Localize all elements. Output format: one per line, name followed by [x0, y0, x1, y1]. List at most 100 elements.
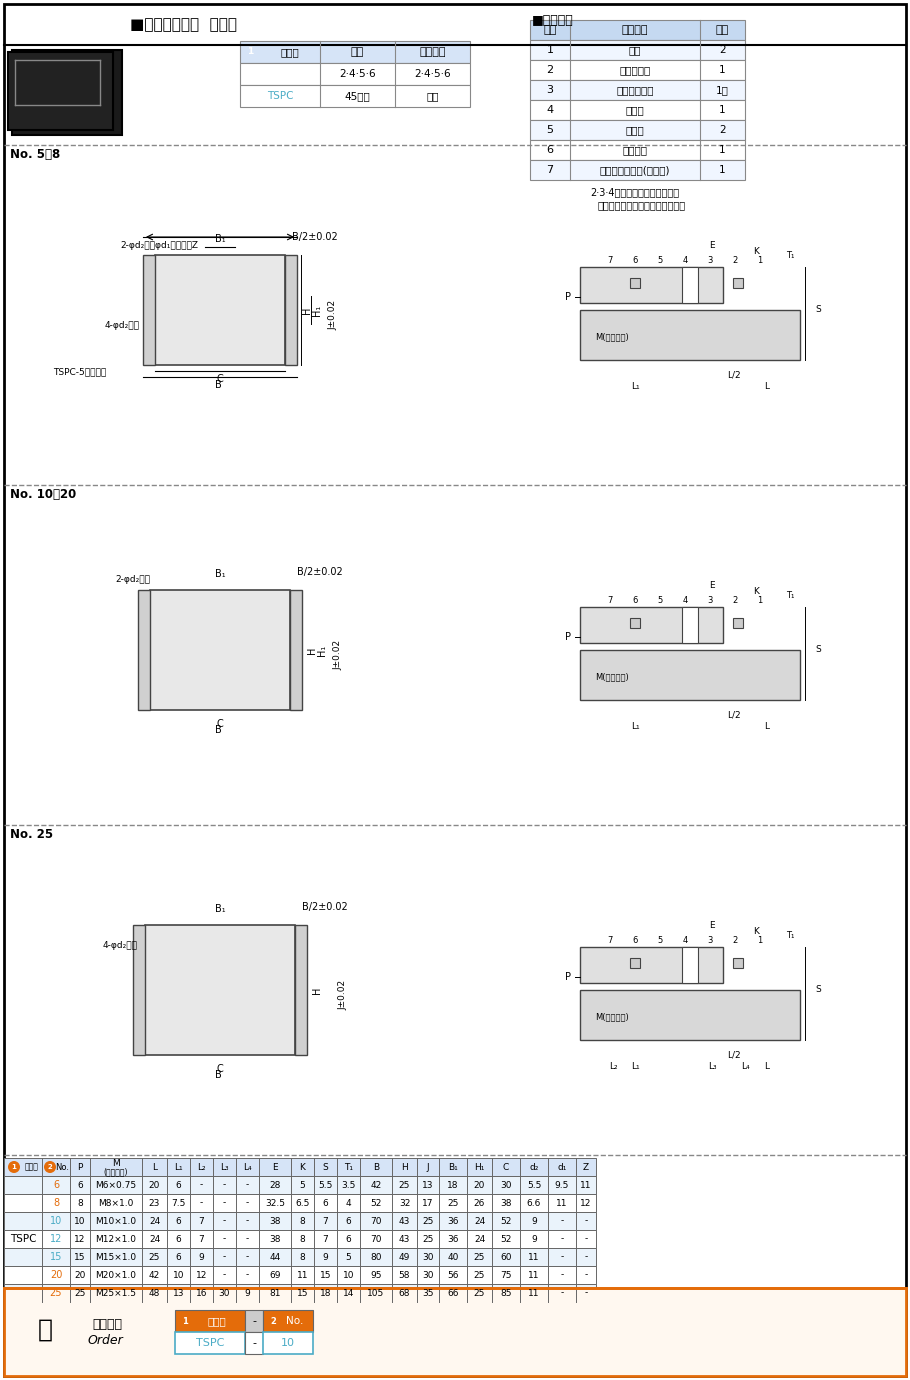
Text: 13: 13 [422, 1180, 434, 1190]
Text: 2-φd₂通孔φd₁沉头孔深Z: 2-φd₂通孔φd₁沉头孔深Z [120, 240, 198, 250]
Text: 10: 10 [75, 1217, 86, 1225]
Text: L₄: L₄ [741, 1063, 749, 1071]
Bar [580, 989, 800, 1039]
Text: 85: 85 [501, 1289, 511, 1297]
Text: E: E [709, 920, 715, 930]
Circle shape [87, 102, 103, 119]
Text: H: H [401, 1162, 408, 1172]
Circle shape [245, 675, 260, 690]
Text: -: - [246, 1271, 249, 1279]
Text: 11: 11 [556, 1198, 568, 1208]
Text: 13: 13 [173, 1289, 184, 1297]
Text: -: - [223, 1253, 226, 1261]
Text: d₂: d₂ [530, 1162, 539, 1172]
Text: 25: 25 [422, 1217, 434, 1225]
Text: 26: 26 [474, 1198, 485, 1208]
Text: S: S [815, 646, 821, 654]
Circle shape [188, 618, 252, 682]
Bar [580, 607, 723, 643]
Bar [682, 266, 698, 302]
Circle shape [199, 969, 241, 1012]
Text: 9: 9 [531, 1235, 537, 1243]
Text: 68: 68 [399, 1289, 410, 1297]
Text: 2: 2 [733, 936, 738, 945]
Text: 紧固螺帽: 紧固螺帽 [622, 145, 648, 155]
Text: 70: 70 [370, 1235, 382, 1243]
Text: TSPC: TSPC [10, 1234, 36, 1243]
Text: 7: 7 [198, 1217, 205, 1225]
Circle shape [176, 1016, 194, 1035]
Text: -: - [223, 1198, 226, 1208]
Text: 2: 2 [719, 46, 726, 55]
Text: 2·3·4为一体结构，请勿拆解。: 2·3·4为一体结构，请勿拆解。 [591, 188, 680, 197]
Text: 38: 38 [501, 1198, 511, 1208]
Text: L/2: L/2 [727, 370, 741, 380]
Bar [4, 1230, 596, 1248]
Text: L: L [764, 1063, 770, 1071]
Text: 36: 36 [447, 1235, 459, 1243]
Text: 45号钢: 45号钢 [345, 91, 370, 101]
Text: No.: No. [55, 1162, 69, 1172]
Text: K: K [753, 927, 759, 936]
Text: B₁: B₁ [215, 569, 226, 580]
Text: 32.5: 32.5 [265, 1198, 285, 1208]
Text: -: - [584, 1271, 588, 1279]
Text: -: - [223, 1271, 226, 1279]
Text: 28: 28 [269, 1180, 280, 1190]
Text: 7: 7 [323, 1217, 329, 1225]
Text: -: - [252, 1339, 256, 1348]
Text: H: H [312, 987, 322, 994]
Text: 6: 6 [53, 1180, 59, 1190]
Text: 23: 23 [149, 1198, 160, 1208]
Bar [630, 958, 640, 967]
Text: C: C [503, 1162, 509, 1172]
Text: 1: 1 [757, 936, 763, 945]
Text: 1组: 1组 [716, 86, 729, 95]
Text: L/2: L/2 [727, 1050, 741, 1060]
Bar [150, 591, 290, 709]
Text: No. 25: No. 25 [10, 828, 53, 842]
Circle shape [531, 186, 543, 197]
Circle shape [42, 68, 72, 98]
Text: P: P [77, 1162, 83, 1172]
Circle shape [179, 610, 196, 625]
Bar [12, 50, 122, 135]
Text: 8: 8 [299, 1217, 306, 1225]
Text: M12×1.0: M12×1.0 [96, 1235, 136, 1243]
Text: 95: 95 [370, 1271, 382, 1279]
Text: 16: 16 [196, 1289, 207, 1297]
Text: -: - [584, 1235, 588, 1243]
Text: 2·4·5·6: 2·4·5·6 [339, 69, 376, 79]
Text: 3: 3 [547, 86, 553, 95]
Text: S: S [323, 1162, 329, 1172]
Text: 25: 25 [149, 1253, 160, 1261]
Text: B: B [215, 380, 221, 391]
Text: 4: 4 [546, 105, 553, 115]
Text: L: L [764, 382, 770, 391]
Text: TSPC-5无台阶孔: TSPC-5无台阶孔 [54, 367, 106, 377]
Text: T₁: T₁ [786, 932, 794, 941]
Circle shape [183, 333, 197, 346]
Text: 6: 6 [176, 1180, 181, 1190]
Text: 38: 38 [269, 1235, 281, 1243]
Bar [530, 120, 745, 139]
Text: L₂: L₂ [197, 1162, 206, 1172]
Text: 8: 8 [299, 1235, 306, 1243]
Text: TSPC: TSPC [196, 1339, 224, 1348]
Bar [4, 1283, 596, 1301]
Text: -: - [246, 1217, 249, 1225]
Bar [175, 1310, 245, 1332]
Text: 5.5: 5.5 [527, 1180, 541, 1190]
Text: 25: 25 [448, 1198, 459, 1208]
Bar [240, 41, 470, 63]
Text: -: - [223, 1180, 226, 1190]
Text: -: - [200, 1198, 203, 1208]
Text: L₁: L₁ [174, 1162, 183, 1172]
Text: 1: 1 [719, 145, 726, 155]
Text: 1: 1 [719, 65, 726, 75]
Text: 2: 2 [733, 257, 738, 265]
Text: 6.5: 6.5 [296, 1198, 309, 1208]
Text: 数量: 数量 [716, 25, 729, 34]
Text: 25: 25 [399, 1180, 410, 1190]
Text: 6: 6 [632, 257, 638, 265]
